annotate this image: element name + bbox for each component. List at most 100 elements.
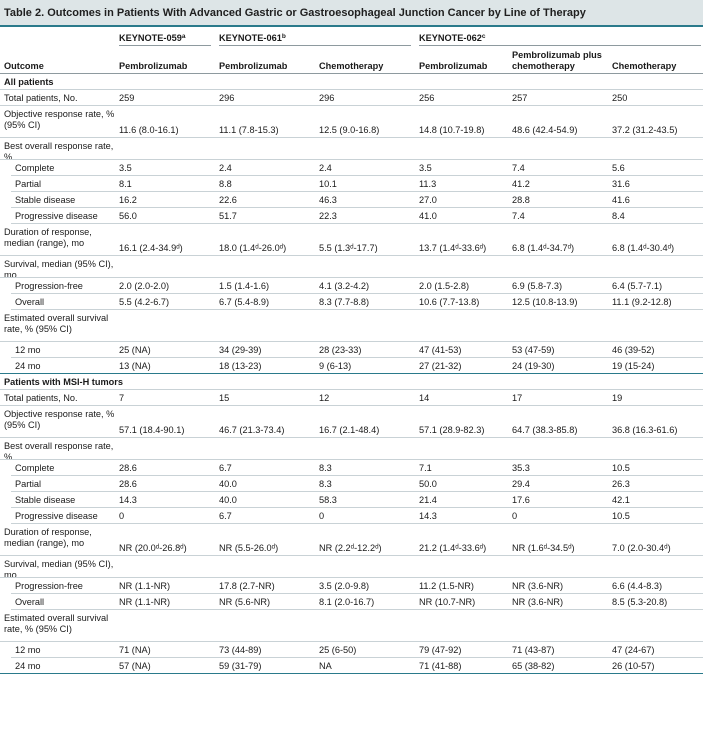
column-header-4: Pembrolizumab [419,61,488,71]
outcomes-table: KEYNOTE-059a KEYNOTE-061b KEYNOTE-062c Outc… [0,30,703,730]
study-keynote-062-label: KEYNOTE-062 [419,33,482,43]
data-cell: 0 [119,511,125,521]
row-divider [11,491,703,492]
row-label: 24 mo [15,361,41,371]
row-divider [11,593,703,594]
data-cell: 34 (29-39) [219,345,262,355]
row-divider [0,137,703,138]
row-divider [0,577,703,578]
row-divider [0,277,703,278]
data-cell: NR (1.1-NR) [119,597,171,607]
data-cell: 14.8 (10.7-19.8) [419,125,485,135]
data-cell: 1.5 (1.4-1.6) [219,281,270,291]
outcome-column-header: Outcome [4,61,44,71]
data-cell: 47 (24-67) [612,645,655,655]
row-divider [0,641,703,642]
data-cell: 24 (19-30) [512,361,555,371]
data-cell: 41.2 [512,179,530,189]
row-label: Partial [15,479,42,489]
row-label: 12 mo [15,645,41,655]
row-divider [11,175,703,176]
data-cell: 27 (21-32) [419,361,462,371]
data-cell: 9 (6-13) [319,361,352,371]
row-label: Progression-free [15,581,83,591]
study-keynote-059: KEYNOTE-059a [119,33,185,44]
data-cell: 7 [119,393,125,403]
row-divider [0,459,703,460]
data-cell: 10.1 [319,179,337,189]
row-divider [11,191,703,192]
data-cell: 51.7 [219,211,237,221]
data-cell: 17.8 (2.7-NR) [219,581,275,591]
row-label: Objective response rate, % (95% CI) [4,409,115,430]
data-cell: 0 [512,511,518,521]
column-header-5: Pembrolizumab plus chemotherapy [512,50,602,71]
data-cell: NR (10.7-NR) [419,597,476,607]
row-divider [11,357,703,358]
row-divider [11,207,703,208]
row-label: Overall [15,597,45,607]
data-cell: 53 (47-59) [512,345,555,355]
row-label: Total patients, No. [4,93,78,103]
data-cell: 73 (44-89) [219,645,262,655]
data-cell: 25 (NA) [119,345,151,355]
data-cell: 2.4 [219,163,232,173]
data-cell: 8.8 [219,179,232,189]
data-cell: 3.5 [119,163,132,173]
row-label: Best overall response rate, % [4,441,114,462]
row-label: Survival, median (95% CI), mo [4,259,114,280]
data-cell: NR (1.6ᵈ-34.5ᵈ) [512,543,575,553]
data-cell: 41.6 [612,195,630,205]
column-header-3: Chemotherapy [319,61,384,71]
data-cell: 5.5 (4.2-6.7) [119,297,170,307]
data-cell: 13.7 (1.4ᵈ-33.6ᵈ) [419,243,487,253]
data-cell: NA [319,661,332,671]
data-cell: 5.6 [612,163,625,173]
section-divider [0,89,703,90]
data-cell: 12.5 (10.8-13.9) [512,297,578,307]
data-cell: 28.6 [119,479,137,489]
row-label: Progressive disease [15,511,98,521]
data-cell: 71 (NA) [119,645,151,655]
row-label: Total patients, No. [4,393,78,403]
data-cell: 40.0 [219,495,237,505]
data-cell: NR (20.0ᵈ-26.8ᵈ) [119,543,187,553]
data-cell: 57.1 (28.9-82.3) [419,425,485,435]
row-label: Duration of response, median (range), mo [4,227,92,248]
data-cell: 14.3 [119,495,137,505]
data-cell: 256 [419,93,435,103]
column-header-1: Pembrolizumab [119,61,188,71]
data-cell: 31.6 [612,179,630,189]
data-cell: 28.8 [512,195,530,205]
table-title: Table 2. Outcomes in Patients With Advan… [4,7,586,19]
data-cell: 250 [612,93,628,103]
data-cell: 18.0 (1.4ᵈ-26.0ᵈ) [219,243,287,253]
data-cell: 16.2 [119,195,137,205]
data-cell: 21.2 (1.4ᵈ-33.6ᵈ) [419,543,487,553]
data-cell: 17 [512,393,523,403]
data-cell: 57 (NA) [119,661,151,671]
data-cell: 47 (41-53) [419,345,462,355]
data-cell: NR (3.6-NR) [512,597,564,607]
data-cell: 6.9 (5.8-7.3) [512,281,563,291]
data-cell: 65 (38-82) [512,661,555,671]
data-cell: 8.3 (7.7-8.8) [319,297,370,307]
row-divider [11,293,703,294]
row-label: Complete [15,463,55,473]
data-cell: 2.0 (1.5-2.8) [419,281,470,291]
data-cell: 40.0 [219,479,237,489]
data-cell: 7.4 [512,163,525,173]
row-divider [0,555,703,556]
data-cell: 0 [319,511,325,521]
data-cell: NR (3.6-NR) [512,581,564,591]
study-keynote-061-footnote-mark: b [281,33,286,40]
table-caption: Table 2. Outcomes in Patients With Advan… [0,0,703,27]
data-cell: 10.5 [612,463,630,473]
data-cell: 28 (23-33) [319,345,362,355]
data-cell: 6.7 [219,511,232,521]
column-header-2: Pembrolizumab [219,61,288,71]
study-keynote-061: KEYNOTE-061b [219,33,286,44]
data-cell: 5.5 (1.3ᵈ-17.7) [319,243,378,253]
data-cell: NR (2.2ᵈ-12.2ᵈ) [319,543,382,553]
data-cell: 257 [512,93,528,103]
